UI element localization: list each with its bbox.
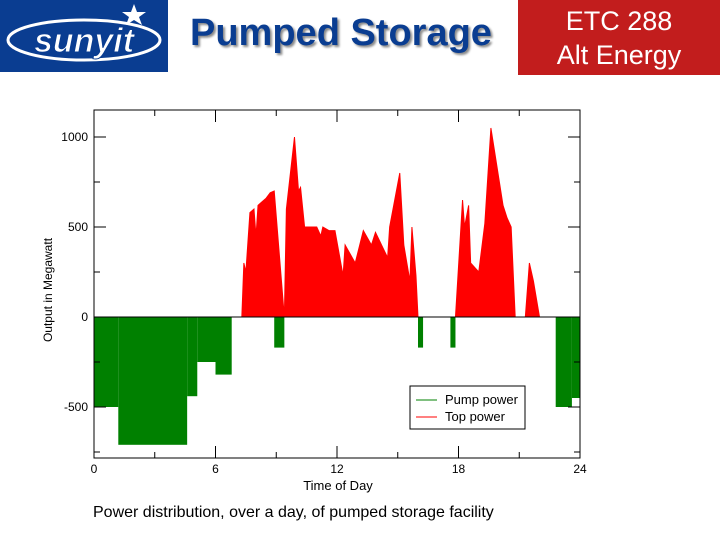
legend-box xyxy=(409,385,526,430)
pump-power-bar xyxy=(450,317,456,348)
pump-power-bar xyxy=(187,317,198,397)
x-tick-label: 6 xyxy=(212,462,219,476)
y-axis-label: Output in Megawatt xyxy=(41,237,55,342)
plot-areas xyxy=(94,127,580,445)
pump-power-bar xyxy=(274,317,285,348)
legend-label-pump: Pump power xyxy=(445,392,519,407)
x-axis-label: Time of Day xyxy=(303,478,373,493)
pump-power-bar xyxy=(418,317,424,348)
page-title: Pumped Storage xyxy=(190,12,492,54)
legend-label-top: Top power xyxy=(445,409,506,424)
pump-power-bar xyxy=(555,317,572,407)
x-tick-label: 0 xyxy=(91,462,98,476)
figure-caption: Power distribution, over a day, of pumpe… xyxy=(93,504,494,521)
course-badge: ETC 288 Alt Energy xyxy=(518,0,720,75)
star-icon xyxy=(122,4,146,25)
x-tick-label: 24 xyxy=(573,462,587,476)
pump-power-bar xyxy=(215,317,232,375)
pump-power-bar xyxy=(197,317,216,362)
course-code: ETC 288 xyxy=(565,6,673,36)
pump-power-bar xyxy=(118,317,188,445)
sunyit-logo-graphic: sunyit xyxy=(6,4,162,62)
x-tick-label: 12 xyxy=(330,462,344,476)
pump-power-bar xyxy=(571,317,580,398)
logo-text: sunyit xyxy=(34,22,136,60)
y-tick-label: -500 xyxy=(64,400,88,414)
legend: Pump power Top power xyxy=(409,385,526,430)
y-tick-label: 0 xyxy=(81,310,88,324)
y-tick-label: 500 xyxy=(68,220,88,234)
axis-ticks: 1000 500 0 -500 0 6 12 18 24 xyxy=(61,110,587,476)
x-tick-label: 18 xyxy=(452,462,466,476)
top-power-area xyxy=(231,127,580,318)
course-name: Alt Energy xyxy=(556,40,682,70)
sunyit-logo: sunyit xyxy=(0,0,168,72)
y-tick-label: 1000 xyxy=(61,130,88,144)
